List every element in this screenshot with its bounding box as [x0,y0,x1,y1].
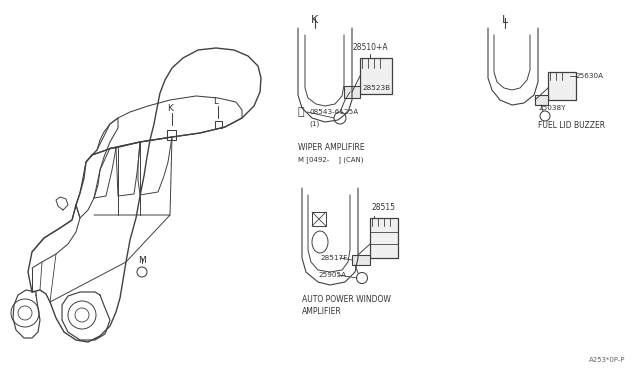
Text: WIPER AMPLIFIRE: WIPER AMPLIFIRE [298,144,365,153]
Bar [167,130,176,140]
Bar [370,218,398,258]
Bar [535,95,548,105]
Bar [360,58,392,94]
Text: 25630A: 25630A [575,73,603,79]
Text: Ⓢ: Ⓢ [298,107,305,117]
Text: M: M [138,256,146,265]
Text: FUEL LID BUZZER: FUEL LID BUZZER [538,121,605,129]
Text: (1): (1) [309,121,319,127]
Text: K: K [167,104,173,113]
Text: 28510+A: 28510+A [352,43,388,52]
Text: AUTO POWER WINDOW: AUTO POWER WINDOW [302,295,391,305]
Bar [548,72,576,100]
Bar [215,121,222,128]
Text: A253*0P-P: A253*0P-P [589,357,625,363]
Text: 28515: 28515 [372,203,396,212]
Text: M [0492-    ] (CAN): M [0492- ] (CAN) [298,157,364,163]
Text: 28523B: 28523B [362,85,390,91]
Text: 25038Y: 25038Y [538,105,566,111]
Text: L: L [502,15,508,25]
Bar [312,212,326,226]
Text: AMPLIFIER: AMPLIFIER [302,308,342,317]
Text: L: L [214,97,218,106]
Text: 28517F: 28517F [320,255,348,261]
Text: 08543-6125A: 08543-6125A [309,109,358,115]
Bar [344,86,360,98]
Bar [352,255,370,265]
Text: K: K [312,15,319,25]
Bar [370,232,398,244]
Text: 25905A: 25905A [318,272,346,278]
